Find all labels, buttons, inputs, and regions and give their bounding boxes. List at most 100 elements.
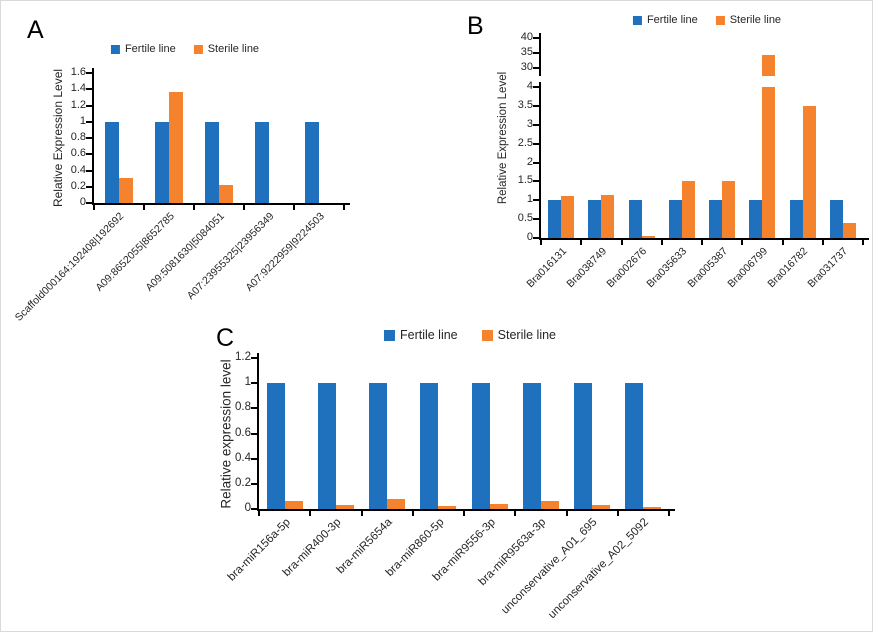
- bar-fertile-line: [369, 383, 388, 509]
- x-category-label: A09:5081630|5084051: [143, 210, 227, 294]
- bar-fertile-line: [471, 383, 490, 509]
- x-category-label: bra-miR400-3p: [280, 516, 344, 580]
- x-tick: [411, 509, 414, 516]
- bar-sterile-line: [561, 196, 575, 238]
- y-tick: [533, 218, 539, 221]
- y-tick: [86, 137, 92, 139]
- x-tick: [93, 203, 95, 210]
- y-axis-line: [257, 353, 259, 509]
- y-tick: [533, 199, 539, 202]
- y-tick-label: 35: [520, 46, 533, 59]
- x-category-label: Bra038749: [564, 245, 610, 291]
- bar-sterile-line: [842, 222, 856, 238]
- x-tick: [701, 238, 703, 245]
- bar-sterile-line: [489, 503, 508, 509]
- bar-sterile-line: [681, 181, 695, 238]
- legend-item-fertile: Fertile line: [632, 14, 698, 26]
- bar-sterile-line: [119, 177, 133, 203]
- x-category-label: bra-miR5654a: [334, 516, 395, 577]
- bar-sterile-line: [540, 501, 559, 509]
- y-tick: [86, 202, 92, 204]
- x-tick: [463, 509, 465, 516]
- bar-fertile-line: [628, 200, 642, 238]
- plot-area: 30 35 40: [521, 31, 863, 76]
- x-category-label: bra-miR9556-3p: [430, 516, 498, 584]
- bar-sterile-line: [802, 105, 816, 238]
- bar-fertile-line: [317, 383, 336, 509]
- y-tick-label: 4: [526, 80, 533, 92]
- x-tick: [616, 509, 619, 516]
- bar-fertile-line: [255, 121, 269, 203]
- y-tick-label: 0: [526, 231, 533, 243]
- x-tick: [862, 238, 864, 245]
- bar-fertile-line: [205, 121, 219, 203]
- x-axis-line: [92, 203, 350, 205]
- bar-fertile-line: [789, 200, 803, 238]
- y-tick: [533, 104, 539, 107]
- x-tick: [343, 203, 345, 210]
- x-tick: [360, 509, 363, 516]
- y-tick-label: 0.4: [235, 451, 251, 464]
- bar-sterile-line: [438, 506, 457, 509]
- bar-sterile-line: [169, 91, 183, 203]
- y-tick-label: 0.6: [235, 426, 251, 439]
- y-tick-label: 1.2: [235, 351, 251, 363]
- x-category-label: unconservative_A01_695: [499, 516, 600, 617]
- bar-fertile-line: [574, 383, 593, 509]
- bar-fertile-line: [105, 121, 119, 203]
- y-tick-label: 0.6: [70, 147, 86, 160]
- legend-label-fertile: Fertile line: [124, 43, 176, 55]
- y-tick: [251, 357, 257, 359]
- bar-sterile-line: [643, 507, 662, 509]
- x-axis-line: [257, 509, 675, 511]
- bar-fertile-line: [668, 200, 682, 238]
- legend-label-sterile: Sterile line: [207, 43, 260, 55]
- legend-item-fertile: Fertile line: [383, 328, 458, 342]
- legend-b: Fertile line Sterile line: [632, 14, 782, 26]
- y-tick: [533, 37, 539, 39]
- panel-letter-a: A: [27, 16, 44, 44]
- y-tick-label: 40: [520, 31, 533, 43]
- x-category-label: unconservative_A02_5092: [546, 516, 652, 622]
- legend-label-sterile: Sterile line: [729, 14, 782, 26]
- bar-sterile-line: [284, 501, 303, 509]
- legend-item-sterile: Sterile line: [481, 328, 557, 342]
- y-tick-label: 2: [526, 155, 533, 168]
- fertile-line-swatch-icon: [632, 15, 642, 25]
- x-tick: [514, 509, 517, 516]
- x-axis-line: [539, 238, 869, 240]
- plot-area: 0 0.2 0.4 0.6 0.8 1 1.2 bra-miR156a-5p bra-miR40…: [225, 351, 675, 621]
- y-tick: [251, 407, 257, 410]
- x-tick: [741, 238, 744, 245]
- y-tick: [86, 120, 92, 123]
- bar-sterile-line: [387, 498, 406, 509]
- y-tick: [533, 161, 539, 164]
- x-tick: [309, 509, 312, 516]
- x-tick: [243, 203, 245, 210]
- x-category-label: A07:9222959|9224503: [243, 210, 327, 294]
- y-axis-line: [92, 68, 94, 203]
- bar-fertile-line: [522, 383, 541, 509]
- y-tick: [86, 88, 92, 91]
- y-tick-label: 0.2: [70, 179, 86, 192]
- x-tick: [821, 238, 824, 245]
- panel-letter-c: C: [216, 324, 235, 352]
- bar-fertile-line: [829, 200, 843, 238]
- y-tick: [533, 67, 539, 70]
- plot-area: 0 0.5 1 1.5 2 2.5 3 3.5 4 Bra016131 Bra038749 Bra00…: [518, 80, 869, 290]
- y-tick-label: 1: [79, 114, 86, 127]
- y-tick-label: 0.8: [235, 401, 251, 414]
- x-category-label: Bra031737: [805, 245, 851, 291]
- bar-fertile-line: [749, 200, 763, 238]
- bar-fertile-line: [305, 121, 319, 203]
- fertile-line-swatch-icon: [110, 44, 120, 54]
- sterile-line-swatch-icon: [193, 44, 203, 54]
- y-tick: [251, 508, 257, 510]
- y-tick-label: 2.5: [517, 136, 533, 149]
- bar-fertile-line: [420, 383, 439, 509]
- legend-label-sterile: Sterile line: [497, 328, 557, 342]
- fertile-line-swatch-icon: [383, 329, 395, 341]
